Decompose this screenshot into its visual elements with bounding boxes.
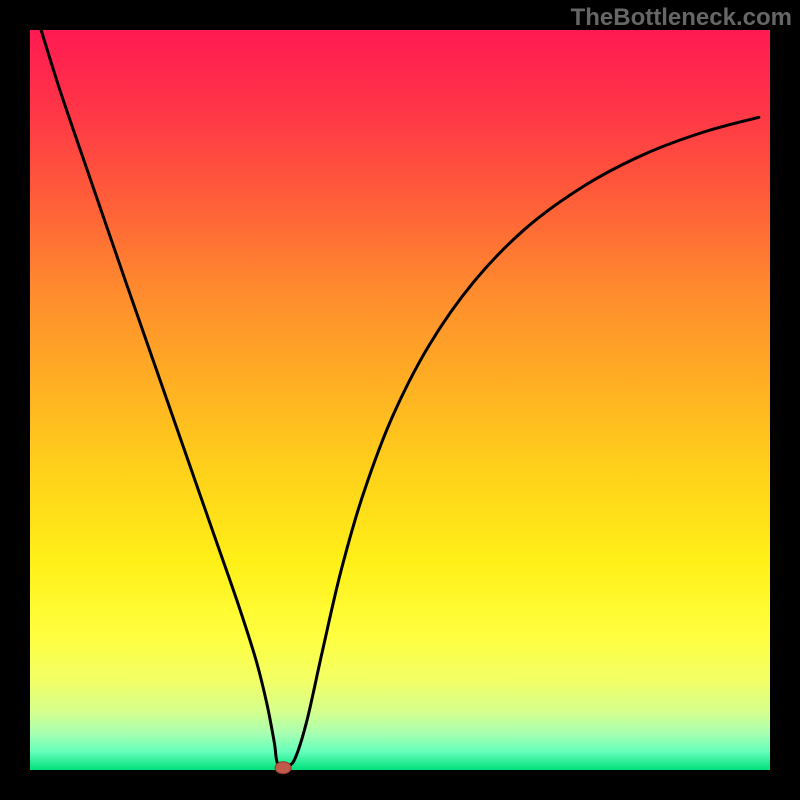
bottleneck-curve [41,30,759,767]
curve-layer [30,30,770,770]
minimum-marker [275,762,291,774]
plot-area [30,30,770,770]
watermark-label: TheBottleneck.com [571,4,792,32]
chart-stage: TheBottleneck.com [0,0,800,800]
